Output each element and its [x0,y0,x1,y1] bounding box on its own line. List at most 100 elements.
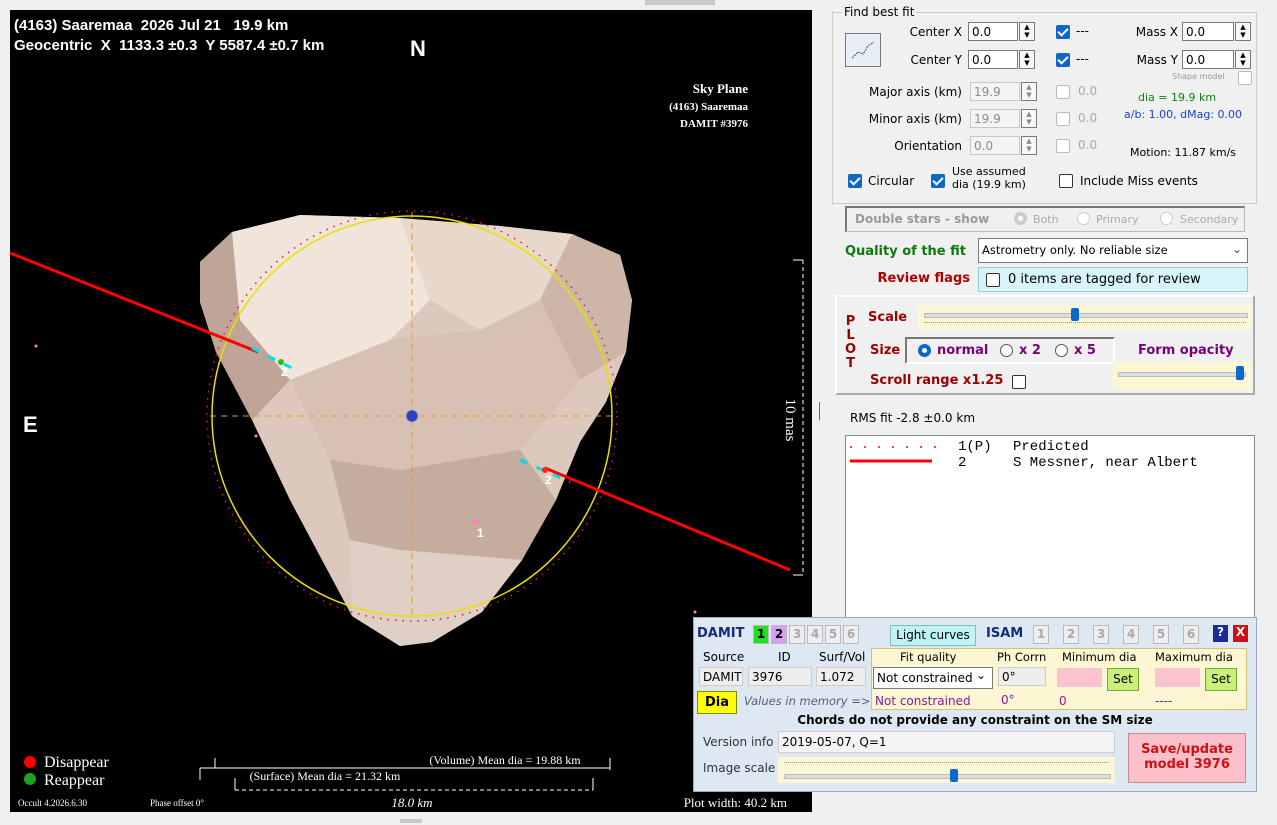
sky-plane-label: (4163) Saaremaa [669,101,748,113]
radio[interactable] [1014,212,1027,225]
tab[interactable]: 5 [1153,625,1169,644]
slider-track [784,774,1111,779]
save-button[interactable]: Save/update model 3976 [1128,733,1246,783]
fit-quality-dropdown[interactable]: Not constrained [873,667,993,689]
shape-facet [200,232,290,420]
shape-facet [330,450,556,560]
size-box [905,337,1115,364]
tab[interactable]: 1 [753,625,769,644]
fit-button[interactable] [845,33,881,67]
major-axis-input[interactable]: 19.9 [970,82,1020,101]
checkbox[interactable] [1238,71,1252,85]
center-x-input[interactable]: 0.0 [968,22,1018,41]
max-dia-field[interactable] [1155,668,1200,687]
slider-track [924,313,1248,318]
radio[interactable] [918,344,931,357]
tab[interactable]: 5 [825,625,841,644]
spinner[interactable]: ▲ ▼ [1021,82,1037,101]
set-button[interactable]: Set [1205,668,1237,691]
source-field: DAMIT [699,667,743,686]
dia-button[interactable]: Dia [697,691,737,714]
radio-label: Both [1033,213,1059,226]
tab[interactable]: 6 [843,625,859,644]
version-info: 2019-05-07, Q=1 [778,731,1115,753]
opacity-slider[interactable] [1112,362,1252,390]
tab[interactable]: 1 [1033,625,1049,644]
radio[interactable] [1055,344,1068,357]
predicted-point [472,519,478,525]
slider-thumb[interactable] [1071,308,1079,321]
min-dia-field[interactable] [1057,668,1102,687]
plot-panel-title: PLOT [843,314,858,370]
spinner[interactable]: ▲ ▼ [1021,109,1037,128]
checkbox-label: Use assumed dia (19.9 km) [952,165,1026,191]
quality-dropdown[interactable]: Astrometry only. No reliable size [978,238,1248,263]
spinner[interactable]: ▲ ▼ [1021,136,1037,155]
radio[interactable] [1000,344,1013,357]
slider-thumb[interactable] [950,769,958,782]
star-point [693,610,697,614]
tab[interactable]: 4 [1123,625,1139,644]
tab[interactable]: 4 [807,625,823,644]
observer-list[interactable] [845,435,1255,625]
checkbox[interactable] [848,174,862,188]
double-stars-label: Double stars - show [855,212,990,226]
spinner[interactable]: ▲ ▼ [1235,22,1251,41]
slider-ticks [784,762,1109,764]
fit-group [832,12,1257,204]
tab[interactable]: 3 [1093,625,1109,644]
east-label: E [23,412,38,437]
volume-dia: (Volume) Mean dia = 19.88 km [429,753,581,767]
isam-title: ISAM [986,626,1024,641]
checkbox[interactable] [1012,375,1026,389]
checkbox[interactable] [986,273,1000,287]
checkbox[interactable] [1056,139,1070,153]
set-button[interactable]: Set [1107,668,1139,691]
field-label: Orientation [894,139,962,153]
memory-value: ---- [1155,694,1173,708]
phase-offset: Phase offset 0° [150,798,204,808]
checkbox[interactable] [1056,25,1070,39]
tab[interactable]: 6 [1183,625,1199,644]
radio[interactable] [1160,212,1173,225]
scale-slider[interactable] [918,305,1252,330]
checkbox[interactable] [1056,112,1070,126]
spinner[interactable]: ▲ ▼ [1235,50,1251,69]
minor-axis-input[interactable]: 19.9 [970,109,1020,128]
observer-id: 2 [958,455,967,471]
shape-facet [232,215,430,380]
center-y-input[interactable]: 0.0 [968,50,1018,69]
slider-thumb[interactable] [1236,366,1244,380]
plot-panel [835,295,1255,395]
tab[interactable]: 3 [789,625,805,644]
ph-corrn-field: 0° [998,667,1046,686]
motion-label: Motion: 11.87 km/s [1130,146,1237,159]
radio-label: Primary [1096,213,1139,226]
legend-label: Reappear [44,772,105,789]
spinner[interactable]: ▲ ▼ [1019,22,1035,41]
tab[interactable]: 2 [771,625,787,644]
field-label: Mass X [1135,25,1178,39]
rms-label: RMS fit -2.8 ±0.0 km [850,411,976,425]
tab[interactable]: 2 [1063,625,1079,644]
review-label: Review flags [877,271,970,286]
close-button[interactable]: X [1233,625,1248,642]
spinner[interactable]: ▲ ▼ [1019,50,1035,69]
image-scale-slider[interactable] [778,757,1115,783]
help-button[interactable]: ? [1213,625,1228,642]
field-label: Mass Y [1136,53,1178,67]
mass-y-input[interactable]: 0.0 [1182,50,1234,69]
radio[interactable] [1077,212,1090,225]
observer-name: Predicted [1013,439,1089,455]
checkbox[interactable] [1056,53,1070,67]
line-styles [850,446,936,463]
checkbox[interactable] [1056,85,1070,99]
radio-label: Secondary [1180,213,1239,226]
mass-x-input[interactable]: 0.0 [1182,22,1234,41]
checkbox[interactable] [931,174,945,188]
checkbox[interactable] [1059,174,1073,188]
light-curves-button[interactable]: Light curves [890,625,976,646]
damit-title: DAMIT [697,626,745,641]
orientation-input[interactable]: 0.0 [970,136,1020,155]
shape-facet [290,300,580,470]
